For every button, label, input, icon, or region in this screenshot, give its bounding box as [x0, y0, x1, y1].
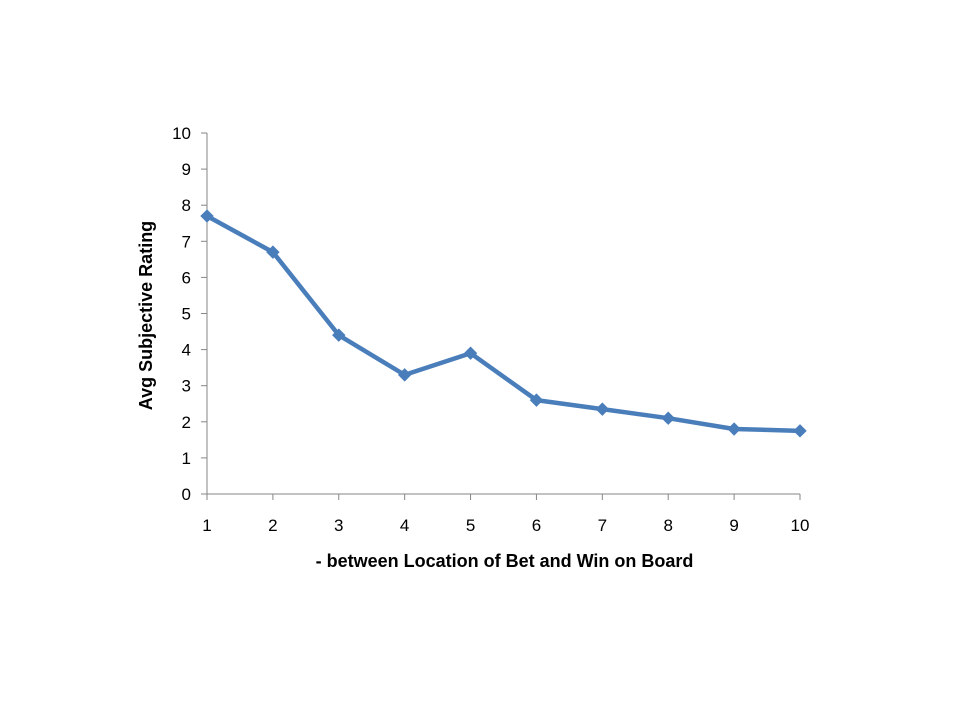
x-tick-label: 7 — [598, 516, 607, 535]
y-tick-label: 7 — [182, 232, 191, 251]
y-axis-ticks: 0 1 2 3 4 5 6 7 8 9 10 — [172, 124, 207, 504]
x-tick-label: 6 — [532, 516, 541, 535]
y-tick-label: 6 — [182, 268, 191, 287]
data-point-marker — [463, 346, 478, 360]
y-tick-label: 1 — [182, 449, 191, 468]
y-tick-label: 10 — [172, 124, 191, 143]
y-tick-label: 0 — [182, 485, 191, 504]
x-axis-title: - between Location of Bet and Win on Boa… — [316, 551, 694, 571]
data-point-marker — [397, 368, 412, 382]
y-tick-label: 8 — [182, 196, 191, 215]
data-point-marker — [266, 245, 280, 259]
x-tick-label: 2 — [268, 516, 277, 535]
y-tick-label: 5 — [182, 305, 191, 324]
x-axis-ticks: 1 2 3 4 5 6 7 8 9 10 — [202, 494, 809, 535]
series-line — [204, 213, 803, 434]
x-tick-label: 10 — [791, 516, 810, 535]
y-tick-label: 4 — [182, 341, 191, 360]
x-tick-label: 5 — [466, 516, 475, 535]
x-tick-label: 3 — [334, 516, 343, 535]
data-point-marker — [200, 209, 214, 223]
data-point-marker — [529, 393, 544, 407]
y-tick-label: 2 — [182, 413, 191, 432]
data-point-marker — [727, 422, 741, 436]
data-point-marker — [793, 424, 807, 438]
x-tick-label: 4 — [400, 516, 409, 535]
series-group — [200, 209, 807, 438]
y-tick-label: 9 — [182, 160, 191, 179]
data-point-marker — [595, 402, 610, 416]
y-tick-label: 3 — [182, 377, 191, 396]
x-tick-label: 8 — [663, 516, 672, 535]
data-point-marker — [661, 411, 675, 425]
x-tick-label: 9 — [729, 516, 738, 535]
data-point-marker — [332, 328, 346, 342]
y-axis-title: Avg Subjective Rating — [136, 221, 156, 410]
x-tick-label: 1 — [202, 516, 211, 535]
